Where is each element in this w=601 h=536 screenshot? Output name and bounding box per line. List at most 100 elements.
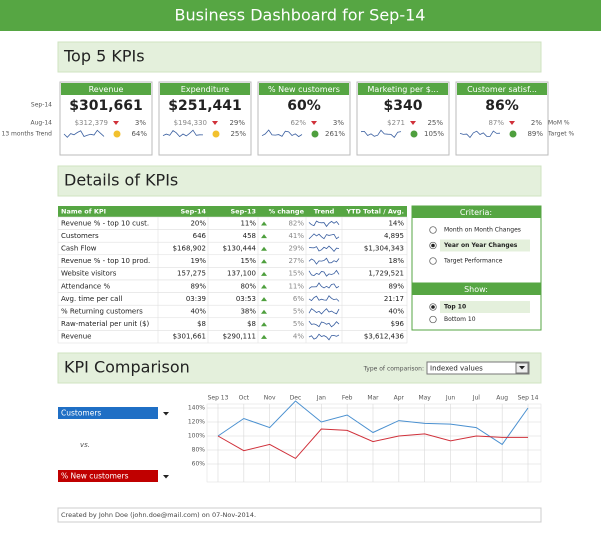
table-cell: 4% [293,333,304,341]
kpi-name: Marketing per $... [368,85,439,94]
kpi-name: Customer satisf... [467,85,537,94]
panel-title: Show: [464,285,488,294]
table-cell: 458 [243,232,256,240]
up-arrow-icon [261,246,267,251]
sparkline [261,129,303,138]
radio-label[interactable]: Month on Month Changes [444,227,521,234]
kpi-current: $301,661 [69,98,143,114]
table-cell: 27% [288,257,304,265]
vs-label: vs. [80,441,90,449]
y-tick-label: 120% [188,419,205,426]
type-value[interactable]: Indexed values [430,365,483,373]
kpi-card-header [259,83,349,95]
radio-button[interactable] [429,226,437,234]
x-tick-label: Feb [342,395,353,402]
table-cell: Raw-material per unit ($) [61,320,150,328]
section-title: Details of KPIs [64,171,178,190]
sparkline [308,295,340,302]
sparkline [308,333,340,341]
sparkline [308,320,340,328]
row-label: Sep-14 [31,102,52,109]
radio-button[interactable] [429,315,437,324]
table-cell: 89% [388,282,404,290]
radio-label[interactable]: Top 10 [444,304,466,311]
footer-box [57,507,542,523]
selected-highlight [440,301,530,313]
table-cell: 15% [288,270,304,278]
sparkline [308,282,340,289]
dropdown-arrow [519,366,525,370]
kpi-previous: 87% [488,119,504,127]
kpi-mom: 3% [135,119,146,127]
table-cell: 20% [190,219,206,227]
up-arrow-icon [261,271,267,276]
kpi-card-header [61,83,151,95]
radio-button[interactable] [429,257,437,265]
table-cell: 15% [240,257,256,265]
radio-label[interactable]: Year on Year Changes [443,242,518,249]
kpi-mom: 29% [229,119,245,127]
type-label: Type of comparison: [363,366,424,373]
kpi-card-header [358,83,448,95]
kpi-previous: $271 [387,119,405,127]
column-header: YTD Total / Avg. [345,208,404,216]
table-cell: 157,275 [177,270,206,278]
series-line [217,428,528,460]
kpi-current: 60% [287,98,321,114]
series-name[interactable]: % New customers [61,472,129,481]
sparkline [308,257,340,265]
target-status-icon [311,130,319,138]
table-row [57,229,408,243]
column-header: % change [269,208,305,216]
table-cell: Avg. time per call [61,295,122,303]
row-label: Aug-14 [30,120,52,127]
column-header: Sep-14 [181,208,207,216]
kpi-name: % New customers [268,85,340,94]
column-header: Sep-13 [231,208,257,216]
page-title: Business Dashboard for Sep-14 [175,6,426,25]
kpi-current: 86% [485,98,519,114]
radio-label[interactable]: Bottom 10 [444,316,476,323]
table-cell: $96 [391,320,405,328]
section-title: Top 5 KPIs [63,47,145,66]
table-cell: Cash Flow [61,245,97,253]
table-cell: 137,100 [227,270,256,278]
kpi-target: 105% [424,130,444,138]
table-cell: 19% [190,257,206,265]
table-cell: 29% [288,245,304,253]
type-dropdown[interactable] [426,361,530,375]
table-cell: 11% [240,219,256,227]
table-cell: Attendance % [61,282,110,290]
series-dropdown[interactable] [58,407,158,419]
series-dropdown[interactable] [58,470,158,482]
y-tick-label: 80% [192,447,206,454]
table-row [57,330,408,344]
row-label: 13 months Trend [2,131,53,138]
series-name[interactable]: Customers [61,409,101,418]
table-cell: Revenue % - top 10 prod. [61,257,150,265]
table-cell: $168,902 [173,245,206,253]
up-arrow-icon [261,309,267,314]
up-arrow-icon [261,322,267,327]
radio-label[interactable]: Target Performance [443,258,503,265]
radio-dot [431,305,435,309]
y-tick-label: 100% [188,433,205,440]
kpi-target: 89% [527,130,543,138]
up-arrow-icon [261,284,267,289]
table-cell: 40% [388,308,404,316]
selected-highlight [440,239,530,252]
kpi-name: Revenue [89,85,124,94]
sparkline [459,130,501,139]
x-tick-label: Jul [472,395,481,402]
table-cell: Website visitors [61,270,117,278]
table-cell: $8 [197,320,206,328]
section-title: KPI Comparison [64,358,190,377]
table-cell: $290,111 [223,333,256,341]
table-cell: 11% [288,282,304,290]
sparkline [63,129,105,138]
table-cell: 18% [388,257,404,265]
footer-text: Created by John Doe (john.doe@mail.com) … [61,511,256,519]
x-tick-label: Dec [290,395,302,402]
down-arrow-icon [113,121,119,125]
table-cell: 21:17 [384,295,404,303]
